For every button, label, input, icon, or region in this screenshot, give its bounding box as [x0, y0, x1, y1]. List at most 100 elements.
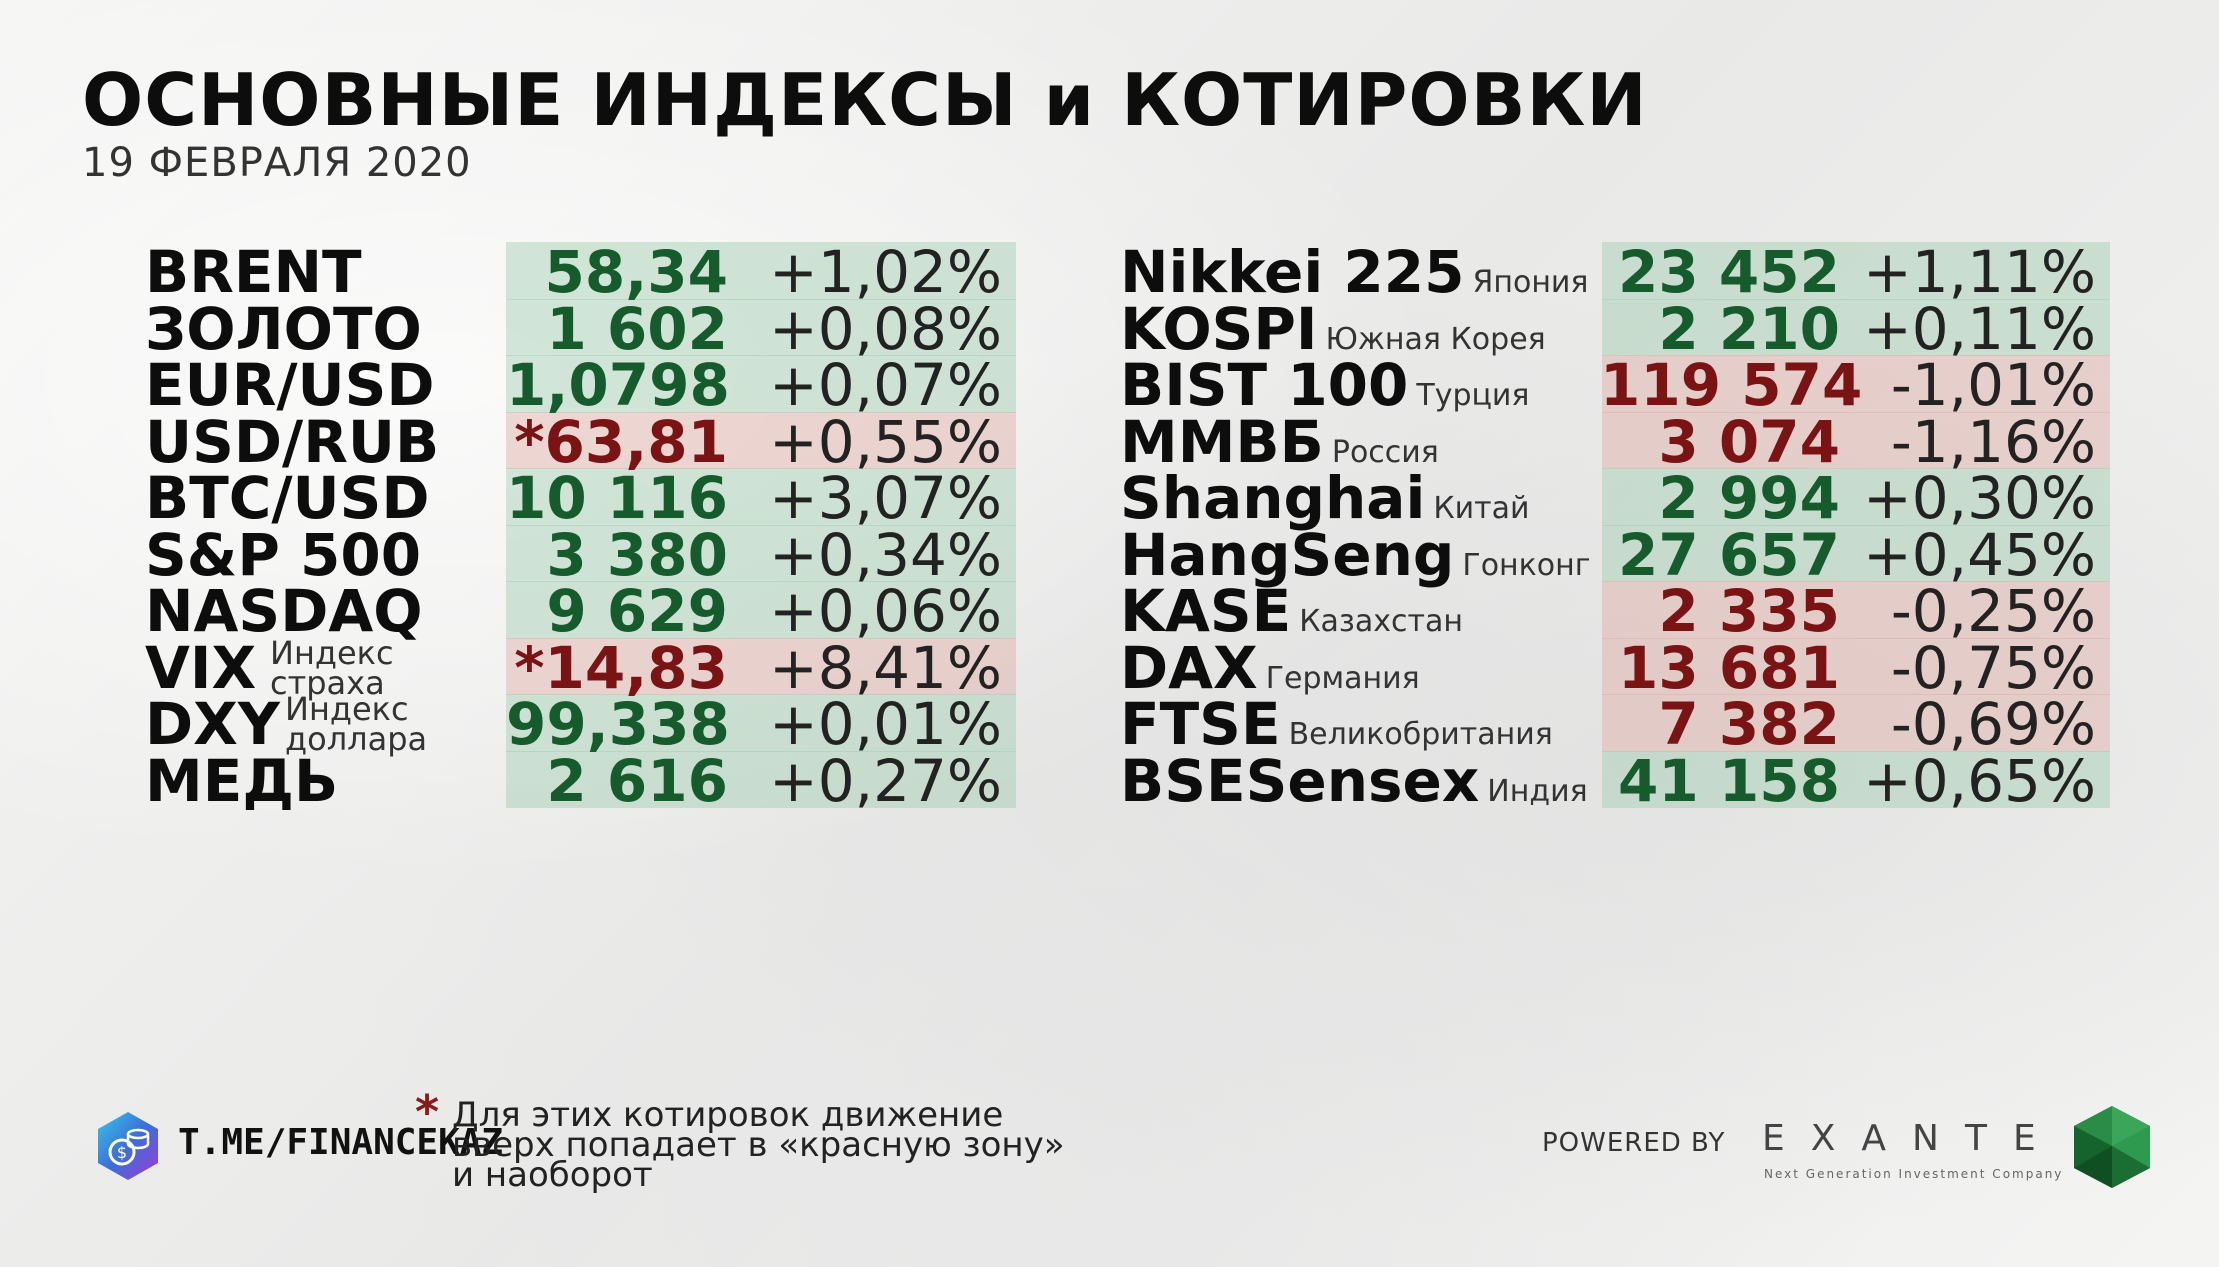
quote-row-band — [1602, 355, 2110, 413]
quote-name: HangSeng Гонконг — [1120, 515, 1591, 606]
quote-name: BTC/USD — [145, 458, 430, 538]
quote-row-band — [506, 637, 1016, 695]
quote-row-band — [506, 468, 1016, 526]
quote-name-text: Nikkei 225 — [1120, 238, 1465, 307]
quote-change: +0,45% — [1863, 520, 2096, 589]
svg-text:$: $ — [117, 1143, 127, 1162]
quote-value: 3 074 — [1658, 407, 1840, 476]
quote-name: Nikkei 225 Япония — [1120, 232, 1588, 323]
quote-name: BSESensex Индия — [1120, 741, 1588, 832]
quote-region: Великобритания — [1288, 717, 1553, 753]
quote-change: +0,65% — [1863, 746, 2096, 815]
quote-region: Южная Корея — [1325, 321, 1546, 357]
footnote-line: вверх попадает в «красную зону» — [452, 1125, 1065, 1165]
quote-region: Китай — [1433, 491, 1530, 527]
telegram-link[interactable]: T.ME/FINANCEKAZ — [178, 1122, 504, 1163]
quote-name: FTSE Великобритания — [1120, 684, 1553, 775]
quote-change: +0,30% — [1863, 464, 2096, 533]
quote-name-text: DXY — [145, 690, 280, 759]
quote-description: Индекс доллара — [285, 690, 428, 759]
quote-name-text: Shanghai — [1120, 464, 1426, 533]
quote-value: 9 629 — [546, 577, 728, 646]
quote-name-text: S&P 500 — [145, 520, 422, 589]
quote-value: 27 657 — [1618, 520, 1840, 589]
quote-description: Индекс страха — [270, 633, 394, 699]
quote-name-text: USD/RUB — [145, 407, 440, 476]
powered-by-label: POWERED BY — [1542, 1128, 1726, 1158]
quote-row-band — [506, 581, 1016, 639]
quote-region: Турция — [1416, 378, 1530, 414]
quote-value: 1,0798 — [506, 351, 730, 420]
quote-name: DAX Германия — [1120, 628, 1420, 719]
quote-name-text: EUR/USD — [145, 351, 435, 420]
quote-name-text: NASDAQ — [145, 577, 423, 646]
quote-change: -1,01% — [1890, 351, 2096, 420]
quote-row-band — [1602, 242, 2110, 300]
quote-value: 41 158 — [1618, 746, 1840, 815]
quote-change: +0,08% — [769, 294, 1002, 363]
quote-name-text: FTSE — [1120, 690, 1281, 759]
quote-value: 13 681 — [1618, 633, 1840, 702]
quote-name-text: ЗОЛОТО — [145, 294, 422, 363]
quote-row-band — [1602, 581, 2110, 639]
quote-name-text: BRENT — [145, 238, 362, 307]
quote-row-band — [1602, 411, 2110, 469]
quote-name: KASE Казахстан — [1120, 571, 1463, 662]
exante-brand: EXANTE — [1762, 1118, 2062, 1159]
quote-value: 10 116 — [506, 464, 728, 533]
quote-row-band — [506, 750, 1016, 808]
quote-value: 2 335 — [1658, 577, 1840, 646]
quote-row-band — [1602, 750, 2110, 808]
quote-change: -1,16% — [1890, 407, 2096, 476]
quote-value: 2 210 — [1658, 294, 1840, 363]
quote-name: VIX — [145, 628, 256, 708]
telegram-logo-icon[interactable]: $ — [92, 1110, 164, 1182]
quote-region: Индия — [1487, 773, 1588, 809]
quote-change: +8,41% — [769, 633, 1002, 702]
quote-region: Япония — [1472, 265, 1589, 301]
quote-change: +0,01% — [769, 690, 1002, 759]
quote-description-line: Индекс — [285, 690, 409, 729]
quote-name-text: МЕДЬ — [145, 746, 339, 815]
quote-name: USD/RUB — [145, 402, 439, 482]
quote-value: *63,81 — [514, 407, 728, 476]
quote-value: 2 616 — [546, 746, 728, 815]
quote-name-text: VIX — [145, 633, 257, 702]
quote-value: 1 602 — [546, 294, 728, 363]
footnote: Для этих котировок движение вверх попада… — [452, 1095, 1065, 1192]
exante-tagline: Next Generation Investment Company — [1764, 1167, 2064, 1181]
quote-row-band — [506, 411, 1016, 469]
quote-value: 23 452 — [1618, 238, 1840, 307]
quote-name: BRENT — [145, 232, 362, 312]
quote-value: 2 994 — [1658, 464, 1840, 533]
footnote-star: * — [415, 1085, 440, 1139]
quote-change: +3,07% — [769, 464, 1002, 533]
quote-row-band — [1602, 524, 2110, 582]
quote-name: DXY — [145, 684, 280, 764]
quote-value: *14,83 — [514, 633, 728, 702]
quote-change: +0,27% — [769, 746, 1002, 815]
quote-name-text: HangSeng — [1120, 520, 1455, 589]
quote-value: 99,338 — [506, 690, 730, 759]
quote-row-band — [506, 524, 1016, 582]
quote-row-band — [506, 298, 1016, 356]
quote-row-band — [506, 355, 1016, 413]
quote-name: NASDAQ — [145, 571, 423, 651]
quote-change: +0,07% — [769, 351, 1002, 420]
footnote-line: Для этих котировок движение — [452, 1095, 1004, 1135]
page-date: 19 ФЕВРАЛЯ 2020 — [82, 140, 472, 186]
emerald-logo-icon — [2074, 1106, 2150, 1188]
quote-description-line: Индекс — [270, 633, 394, 672]
quote-name: ЗОЛОТО — [145, 289, 422, 369]
quote-value: 58,34 — [544, 238, 728, 307]
quote-value: 7 382 — [1658, 690, 1840, 759]
quote-name: S&P 500 — [145, 515, 421, 595]
quote-row-band — [1602, 468, 2110, 526]
quote-name-text: KASE — [1120, 577, 1292, 646]
quote-name: МЕДЬ — [145, 741, 338, 821]
quote-region: Гонконг — [1462, 547, 1591, 583]
quote-name-text: BIST 100 — [1120, 351, 1409, 420]
quote-change: +0,06% — [769, 577, 1002, 646]
quote-description-line: доллара — [285, 720, 428, 759]
quote-name-text: KOSPI — [1120, 294, 1318, 363]
